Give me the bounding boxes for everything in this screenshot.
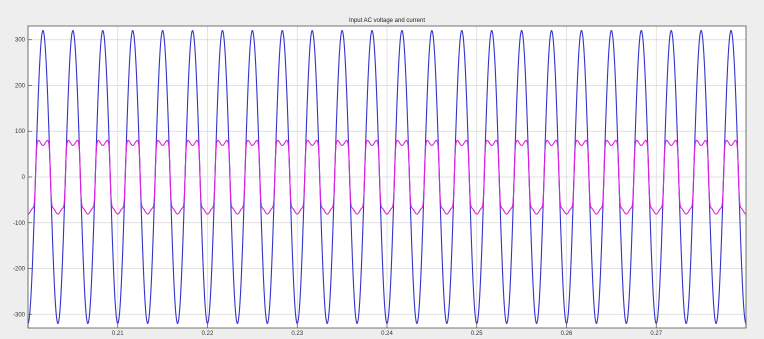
series-layer xyxy=(27,29,747,325)
y-tick-label-0: -300 xyxy=(13,312,26,318)
x-tick-label-1: 0.21 xyxy=(112,331,124,337)
x-tick-label-6: 0.26 xyxy=(561,331,573,337)
x-tick-label-3: 0.23 xyxy=(291,331,303,337)
series-line-1 xyxy=(27,139,747,215)
y-tick-label-6: 300 xyxy=(15,38,26,44)
series-line-0 xyxy=(27,29,747,325)
x-tick-label-2: 0.22 xyxy=(202,331,214,337)
y-tick-label-1: -200 xyxy=(13,267,26,273)
y-axis: -300 -200 -100 0 100 200 300 xyxy=(13,38,32,318)
x-axis: 0.21 0.22 0.23 0.24 0.25 0.26 0.27 xyxy=(27,324,747,337)
chart-title: Input AC voltage and current xyxy=(349,18,425,24)
y-tick-label-3: 0 xyxy=(22,175,26,181)
y-tick-label-4: 100 xyxy=(15,129,26,135)
y-tick-label-2: -100 xyxy=(13,221,26,227)
x-tick-label-5: 0.25 xyxy=(471,331,483,337)
grid xyxy=(27,26,747,328)
x-tick-label-7: 0.27 xyxy=(650,331,662,337)
x-tick-label-4: 0.24 xyxy=(381,331,393,337)
y-tick-label-5: 200 xyxy=(15,83,26,89)
